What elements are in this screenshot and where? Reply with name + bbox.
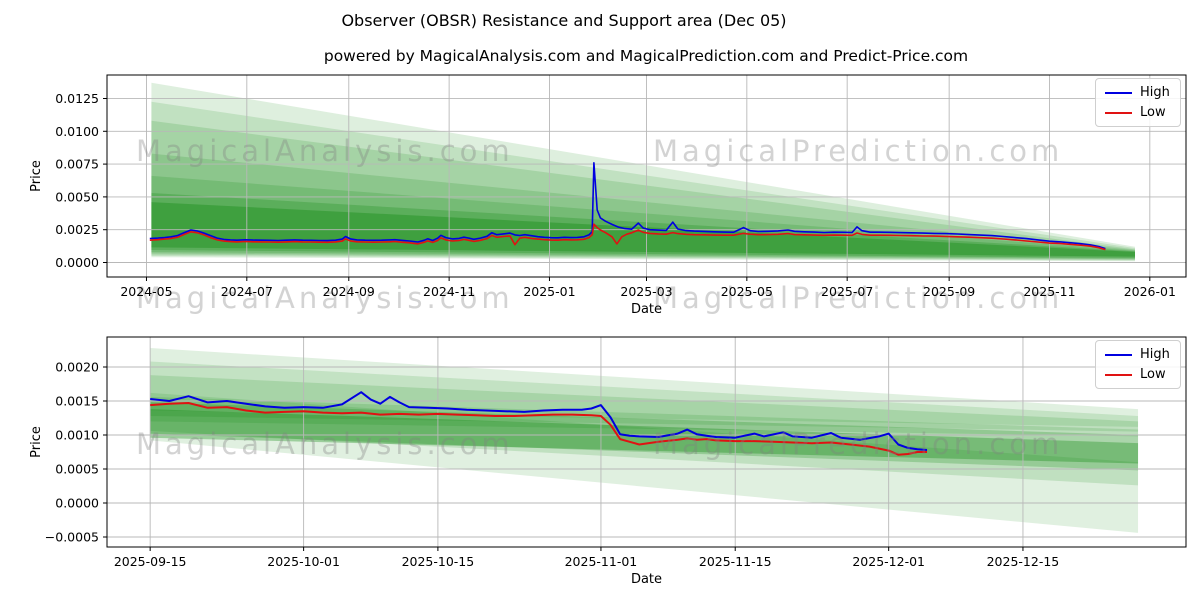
forecast-band [151, 120, 1136, 260]
x-tick-label: 2025-03 [620, 284, 672, 299]
x-tick-label: 2025-11 [1023, 284, 1075, 299]
y-tick-label: 0.0075 [55, 157, 99, 172]
watermark-prediction-bottom: MagicalPrediction.com [653, 427, 1064, 461]
watermark-analysis-top: MagicalAnalysis.com [136, 134, 514, 168]
forecast-band [151, 82, 1136, 262]
x-tick-label: 2026-01 [1124, 284, 1176, 299]
legend-item-high: High [1105, 348, 1170, 361]
x-tick-label: 2025-09 [923, 284, 975, 299]
high-line [149, 162, 1106, 250]
y-tick-label: 0.0000 [55, 496, 99, 511]
high-line-swatch [1105, 91, 1132, 94]
low-line [149, 223, 1106, 251]
x-tick-label: 2025-07 [821, 284, 873, 299]
watermark-analysis-bottom: MagicalAnalysis.com [136, 427, 514, 461]
y-tick-label: 0.0010 [55, 427, 99, 442]
low-line-swatch [1105, 111, 1132, 114]
y-axis-label: Price [29, 160, 44, 192]
x-tick-label: 2024-09 [323, 284, 375, 299]
legend-bottom-chart: High Low [1095, 340, 1181, 389]
watermark-analysis-middle: MagicalAnalysis.com [136, 281, 514, 315]
x-tick-label: 2025-10-15 [402, 554, 475, 569]
y-tick-label: 0.0020 [55, 359, 99, 374]
legend-label-low: Low [1140, 105, 1166, 120]
watermark-prediction-middle: MagicalPrediction.com [653, 281, 1064, 315]
legend-item-low: Low [1105, 368, 1170, 381]
y-tick-label: 0.0000 [55, 255, 99, 270]
high-line-swatch [1105, 353, 1132, 356]
forecast-band [150, 375, 1139, 437]
x-tick-label: 2025-10-01 [267, 554, 340, 569]
x-tick-label: 2025-12-15 [987, 554, 1060, 569]
y-tick-label: 0.0025 [55, 222, 99, 237]
x-tick-label: 2024-05 [120, 284, 172, 299]
forecast-band [150, 347, 1139, 427]
forecast-band [150, 392, 1139, 533]
y-tick-label: 0.0015 [55, 393, 99, 408]
y-tick-label: 0.0005 [55, 461, 99, 476]
low-line [150, 402, 927, 456]
forecast-band [150, 396, 1139, 486]
x-tick-label: 2024-07 [221, 284, 273, 299]
y-tick-label: −0.0005 [45, 530, 99, 545]
recent-chart: −0.0005 0.0000 0.0005 0.0010 0.0015 0.0020 202… [29, 336, 1187, 587]
y-axis-label: Price [29, 426, 44, 458]
x-tick-label: 2025-12-01 [852, 554, 925, 569]
x-axis-label: Date [631, 572, 662, 587]
legend-top-chart: High Low [1095, 78, 1181, 127]
x-tick-label: 2025-11-15 [699, 554, 772, 569]
y-tick-label: 0.0125 [55, 91, 99, 106]
forecast-band [151, 101, 1136, 261]
plot-border [106, 336, 1187, 548]
chart-subtitle: powered by MagicalAnalysis.com and Magic… [323, 47, 969, 65]
history-chart: 0.0000 0.0025 0.0050 0.0075 0.0100 0.0125 2024… [29, 74, 1187, 317]
x-tick-label: 2025-11-01 [565, 554, 638, 569]
x-tick-label: 2025-05 [721, 284, 773, 299]
legend-item-high: High [1105, 86, 1170, 99]
x-axis-label: Date [631, 302, 662, 317]
y-tick-label: 0.0050 [55, 189, 99, 204]
y-tick-label: 0.0100 [55, 124, 99, 139]
x-tick-label: 2025-01 [523, 284, 575, 299]
legend-label-high: High [1140, 85, 1170, 100]
low-line-swatch [1105, 373, 1132, 376]
legend-item-low: Low [1105, 106, 1170, 119]
watermark-prediction-top: MagicalPrediction.com [653, 134, 1064, 168]
high-line [150, 391, 928, 451]
x-tick-label: 2024-11 [423, 284, 475, 299]
legend-label-low: Low [1140, 367, 1166, 382]
legend-label-high: High [1140, 347, 1170, 362]
plot-border [106, 74, 1187, 278]
page-title: Observer (OBSR) Resistance and Support a… [341, 11, 787, 30]
x-tick-label: 2025-09-15 [114, 554, 187, 569]
